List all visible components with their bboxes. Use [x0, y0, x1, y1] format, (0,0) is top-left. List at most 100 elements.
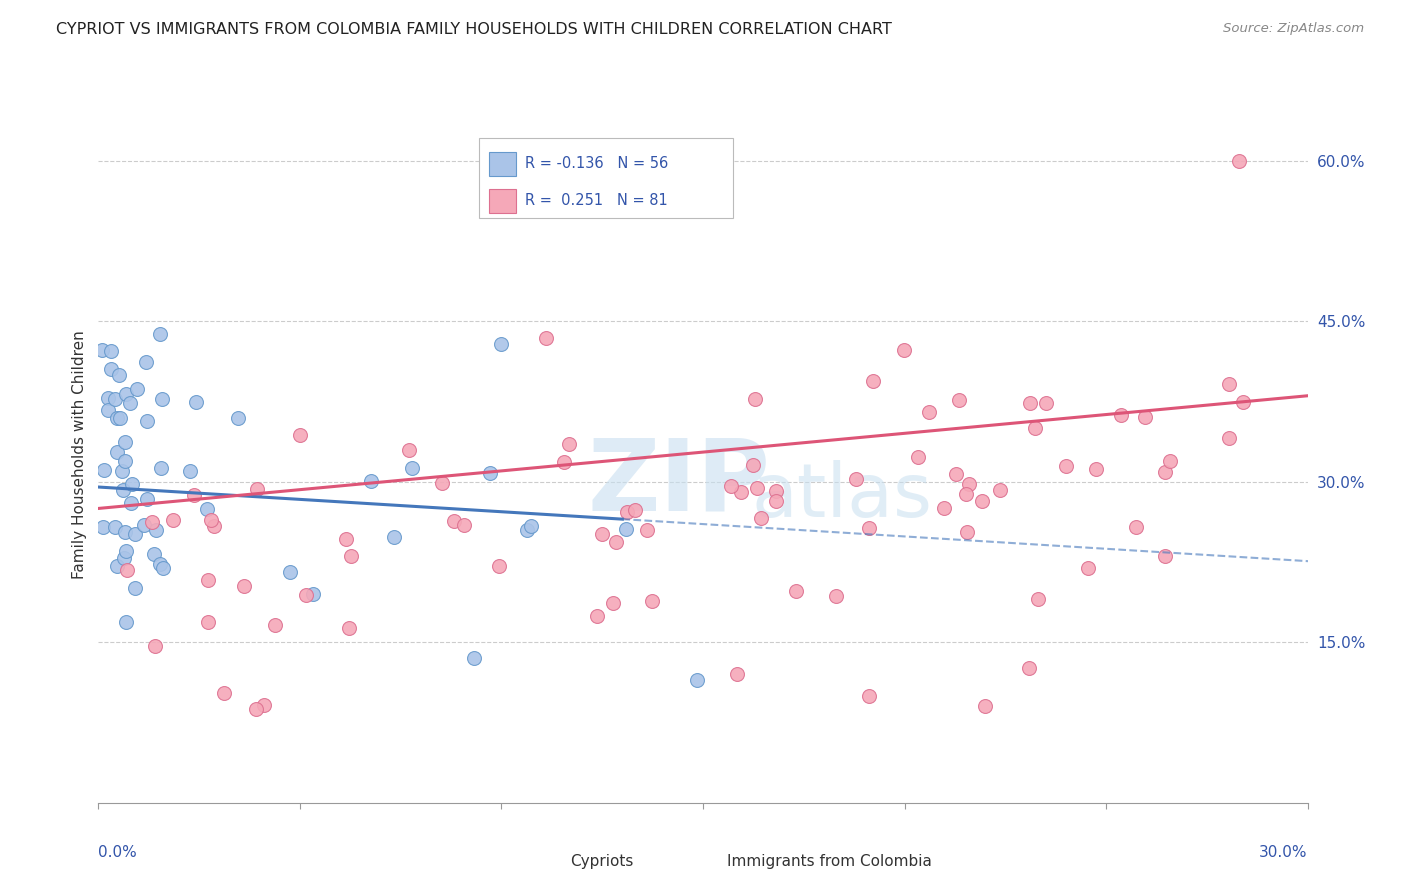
Point [226, 410, 249, 425]
Point [785, 584, 807, 599]
Point [360, 474, 382, 488]
Point [1024, 421, 1046, 435]
Point [278, 565, 301, 579]
Point [917, 404, 939, 418]
Point [862, 374, 884, 388]
Point [149, 557, 172, 571]
Point [197, 615, 219, 629]
Point [1084, 462, 1107, 476]
Point [858, 689, 880, 703]
Text: Cypriots: Cypriots [569, 855, 633, 870]
Y-axis label: Family Households with Children: Family Households with Children [72, 331, 87, 579]
Text: 0.0%: 0.0% [98, 845, 138, 860]
Point [730, 485, 752, 500]
Point [955, 487, 977, 501]
Point [162, 513, 184, 527]
Point [183, 488, 205, 502]
Point [641, 594, 664, 608]
Point [114, 386, 136, 401]
Point [145, 523, 167, 537]
Point [1035, 396, 1057, 410]
Point [1154, 549, 1177, 563]
Point [1227, 153, 1250, 168]
Point [463, 651, 485, 665]
Bar [489, 188, 516, 213]
Point [100, 361, 122, 376]
Point [197, 573, 219, 587]
Point [745, 481, 768, 495]
Point [115, 544, 138, 558]
Point [335, 532, 357, 546]
Text: Immigrants from Colombia: Immigrants from Colombia [727, 855, 932, 870]
Point [184, 395, 207, 409]
Text: CYPRIOT VS IMMIGRANTS FROM COLOMBIA FAMILY HOUSEHOLDS WITH CHILDREN CORRELATION : CYPRIOT VS IMMIGRANTS FROM COLOMBIA FAMI… [56, 22, 893, 37]
FancyBboxPatch shape [479, 138, 734, 219]
Point [1019, 396, 1042, 410]
Point [195, 501, 218, 516]
Point [114, 525, 136, 540]
Point [114, 453, 136, 467]
Point [553, 455, 575, 469]
Point [491, 336, 513, 351]
Point [945, 467, 967, 481]
Point [443, 514, 465, 528]
Point [907, 450, 929, 464]
Point [725, 667, 748, 681]
Point [586, 608, 609, 623]
Point [105, 444, 128, 458]
Point [398, 442, 420, 457]
Bar [703, 852, 723, 872]
Point [616, 505, 638, 519]
Point [1077, 560, 1099, 574]
Point [212, 686, 235, 700]
Point [302, 587, 325, 601]
Point [120, 396, 142, 410]
Point [115, 615, 138, 630]
Point [340, 549, 363, 564]
Point [141, 515, 163, 529]
Point [478, 467, 501, 481]
Text: R = -0.136   N = 56: R = -0.136 N = 56 [526, 156, 668, 171]
Point [136, 492, 159, 507]
Point [108, 410, 131, 425]
Point [339, 621, 361, 635]
Point [970, 494, 993, 508]
Point [948, 392, 970, 407]
Point [111, 483, 134, 498]
Point [1125, 520, 1147, 534]
Point [1159, 454, 1181, 468]
Point [115, 563, 138, 577]
Point [104, 520, 127, 534]
Bar [489, 152, 516, 176]
Bar [546, 852, 565, 872]
Point [988, 483, 1011, 497]
Point [97, 403, 120, 417]
Point [488, 558, 510, 573]
Point [956, 524, 979, 539]
Point [1026, 592, 1049, 607]
Point [765, 494, 787, 508]
Point [516, 523, 538, 537]
Point [858, 521, 880, 535]
Point [749, 511, 772, 525]
Point [149, 326, 172, 341]
Point [605, 534, 627, 549]
Point [430, 476, 453, 491]
Point [150, 392, 173, 407]
Point [453, 517, 475, 532]
Text: ZIP: ZIP [588, 434, 770, 532]
Point [135, 414, 157, 428]
Point [132, 518, 155, 533]
Text: R =  0.251   N = 81: R = 0.251 N = 81 [526, 194, 668, 208]
Point [91, 343, 114, 358]
Point [112, 550, 135, 565]
Text: Source: ZipAtlas.com: Source: ZipAtlas.com [1223, 22, 1364, 36]
Point [91, 520, 114, 534]
Point [111, 464, 134, 478]
Point [143, 547, 166, 561]
Point [623, 502, 645, 516]
Point [636, 523, 658, 537]
Point [1018, 661, 1040, 675]
Point [149, 460, 172, 475]
Point [97, 391, 120, 405]
